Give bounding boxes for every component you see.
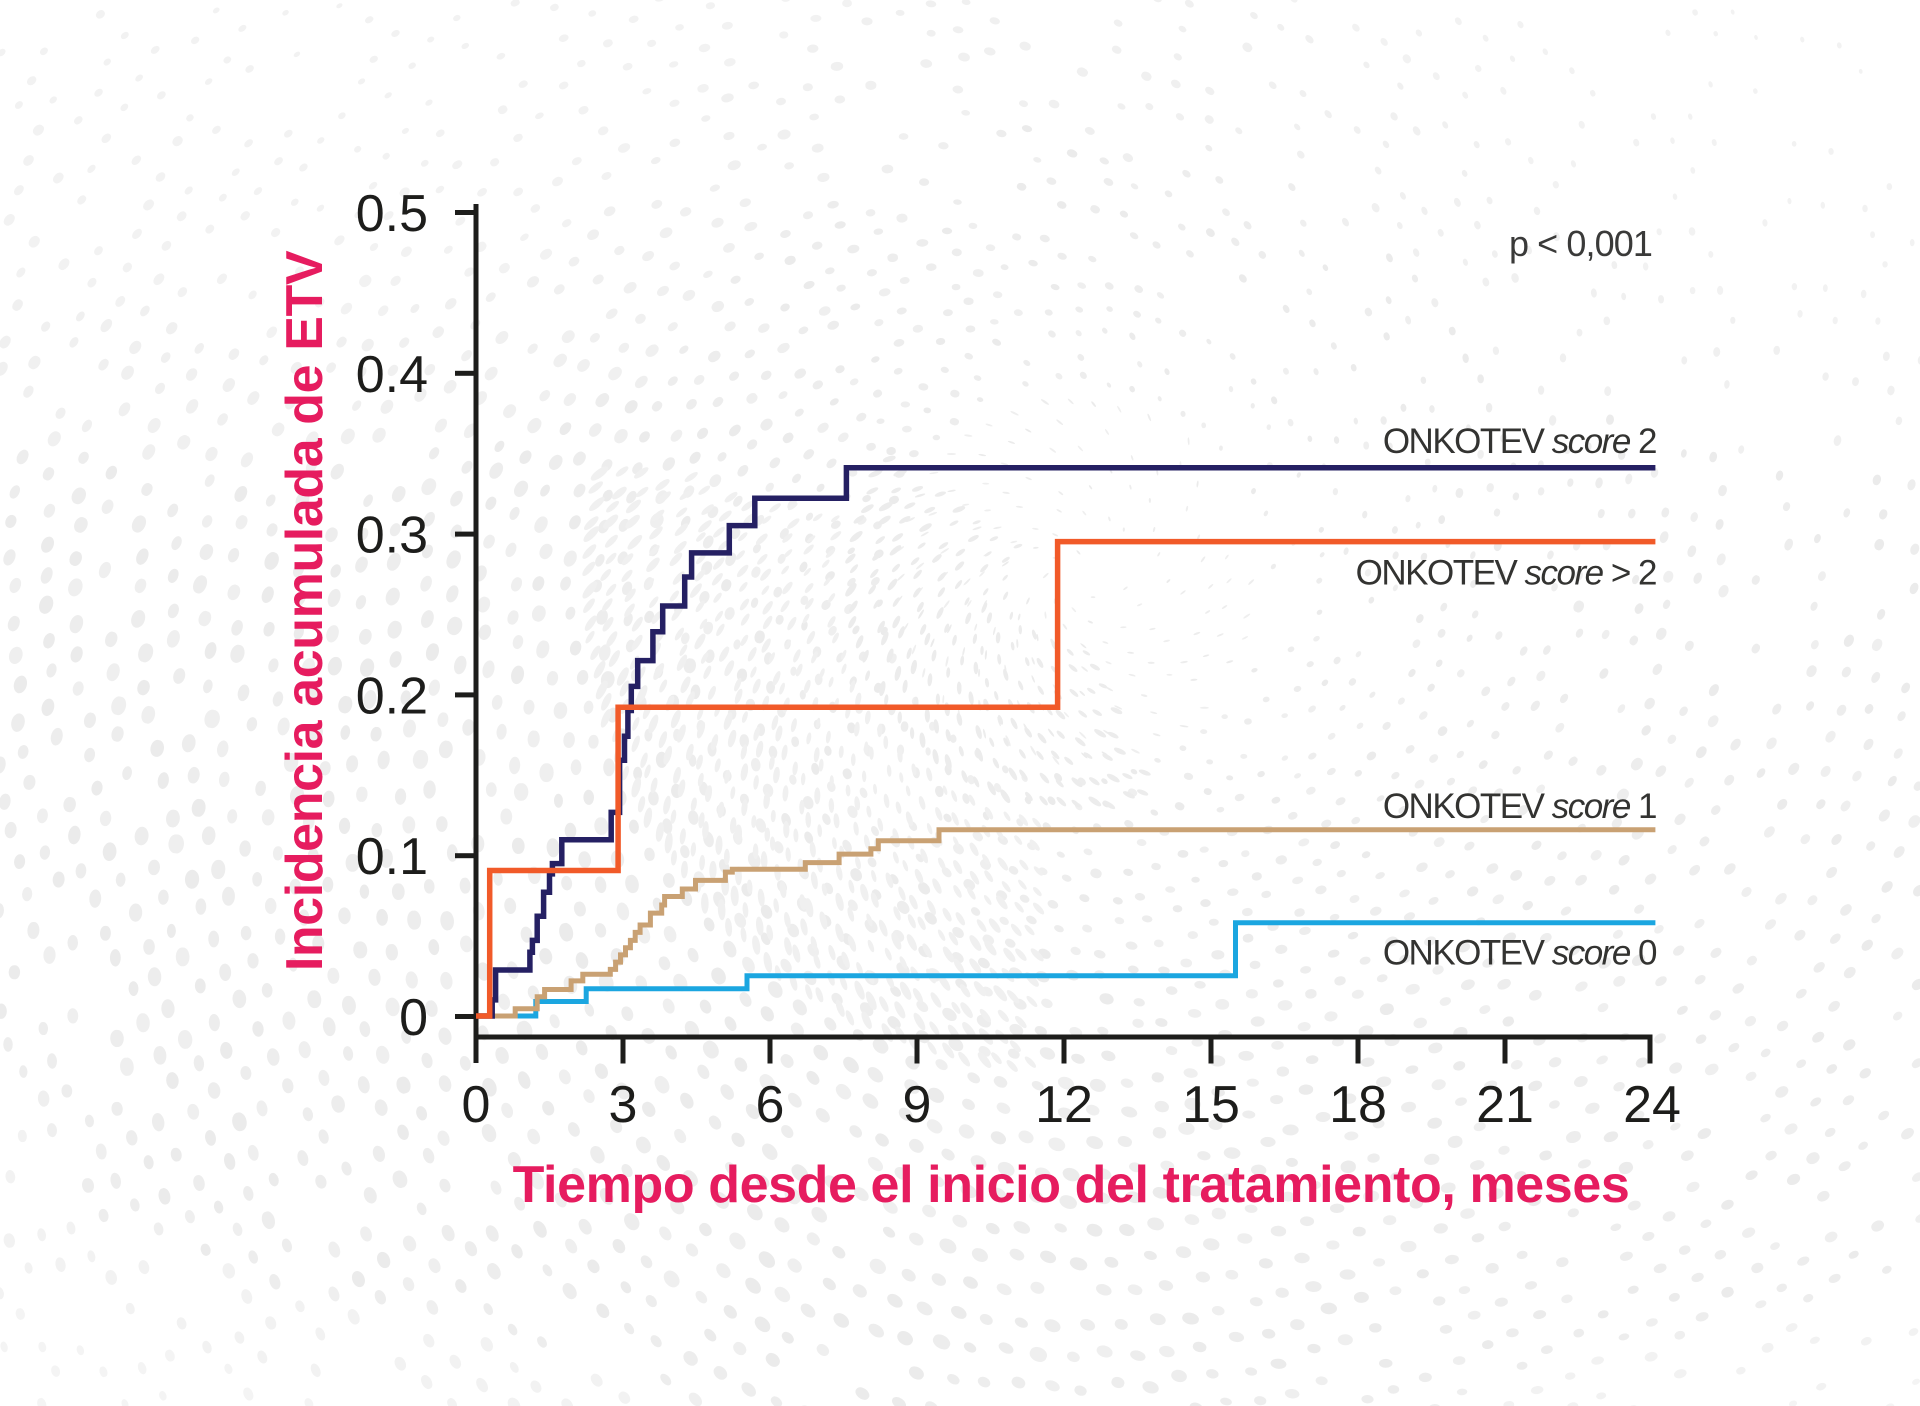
svg-text:6: 6 bbox=[756, 1076, 785, 1134]
svg-text:9: 9 bbox=[903, 1076, 932, 1134]
svg-text:0.3: 0.3 bbox=[356, 507, 428, 565]
svg-text:0.5: 0.5 bbox=[356, 185, 428, 243]
svg-text:24: 24 bbox=[1623, 1076, 1681, 1134]
svg-text:0.4: 0.4 bbox=[356, 346, 428, 404]
svg-text:15: 15 bbox=[1182, 1076, 1240, 1134]
svg-text:12: 12 bbox=[1035, 1076, 1093, 1134]
svg-text:18: 18 bbox=[1329, 1076, 1387, 1134]
svg-text:ONKOTEV score 1: ONKOTEV score 1 bbox=[1383, 787, 1656, 826]
svg-text:Tiempo desde el inicio del tra: Tiempo desde el inicio del tratamiento, … bbox=[513, 1156, 1630, 1214]
svg-text:ONKOTEV score 0: ONKOTEV score 0 bbox=[1383, 934, 1657, 973]
svg-text:0.1: 0.1 bbox=[356, 828, 428, 886]
svg-text:0.2: 0.2 bbox=[356, 667, 428, 725]
svg-text:p < 0,001: p < 0,001 bbox=[1509, 223, 1652, 264]
svg-text:0: 0 bbox=[462, 1076, 491, 1134]
svg-text:ONKOTEV score > 2: ONKOTEV score > 2 bbox=[1356, 554, 1656, 593]
svg-text:ONKOTEV score 2: ONKOTEV score 2 bbox=[1383, 422, 1656, 461]
svg-text:Incidencia acumulada de ETV: Incidencia acumulada de ETV bbox=[276, 250, 334, 971]
svg-text:0: 0 bbox=[399, 989, 428, 1047]
svg-text:3: 3 bbox=[609, 1076, 638, 1134]
svg-text:21: 21 bbox=[1476, 1076, 1534, 1134]
